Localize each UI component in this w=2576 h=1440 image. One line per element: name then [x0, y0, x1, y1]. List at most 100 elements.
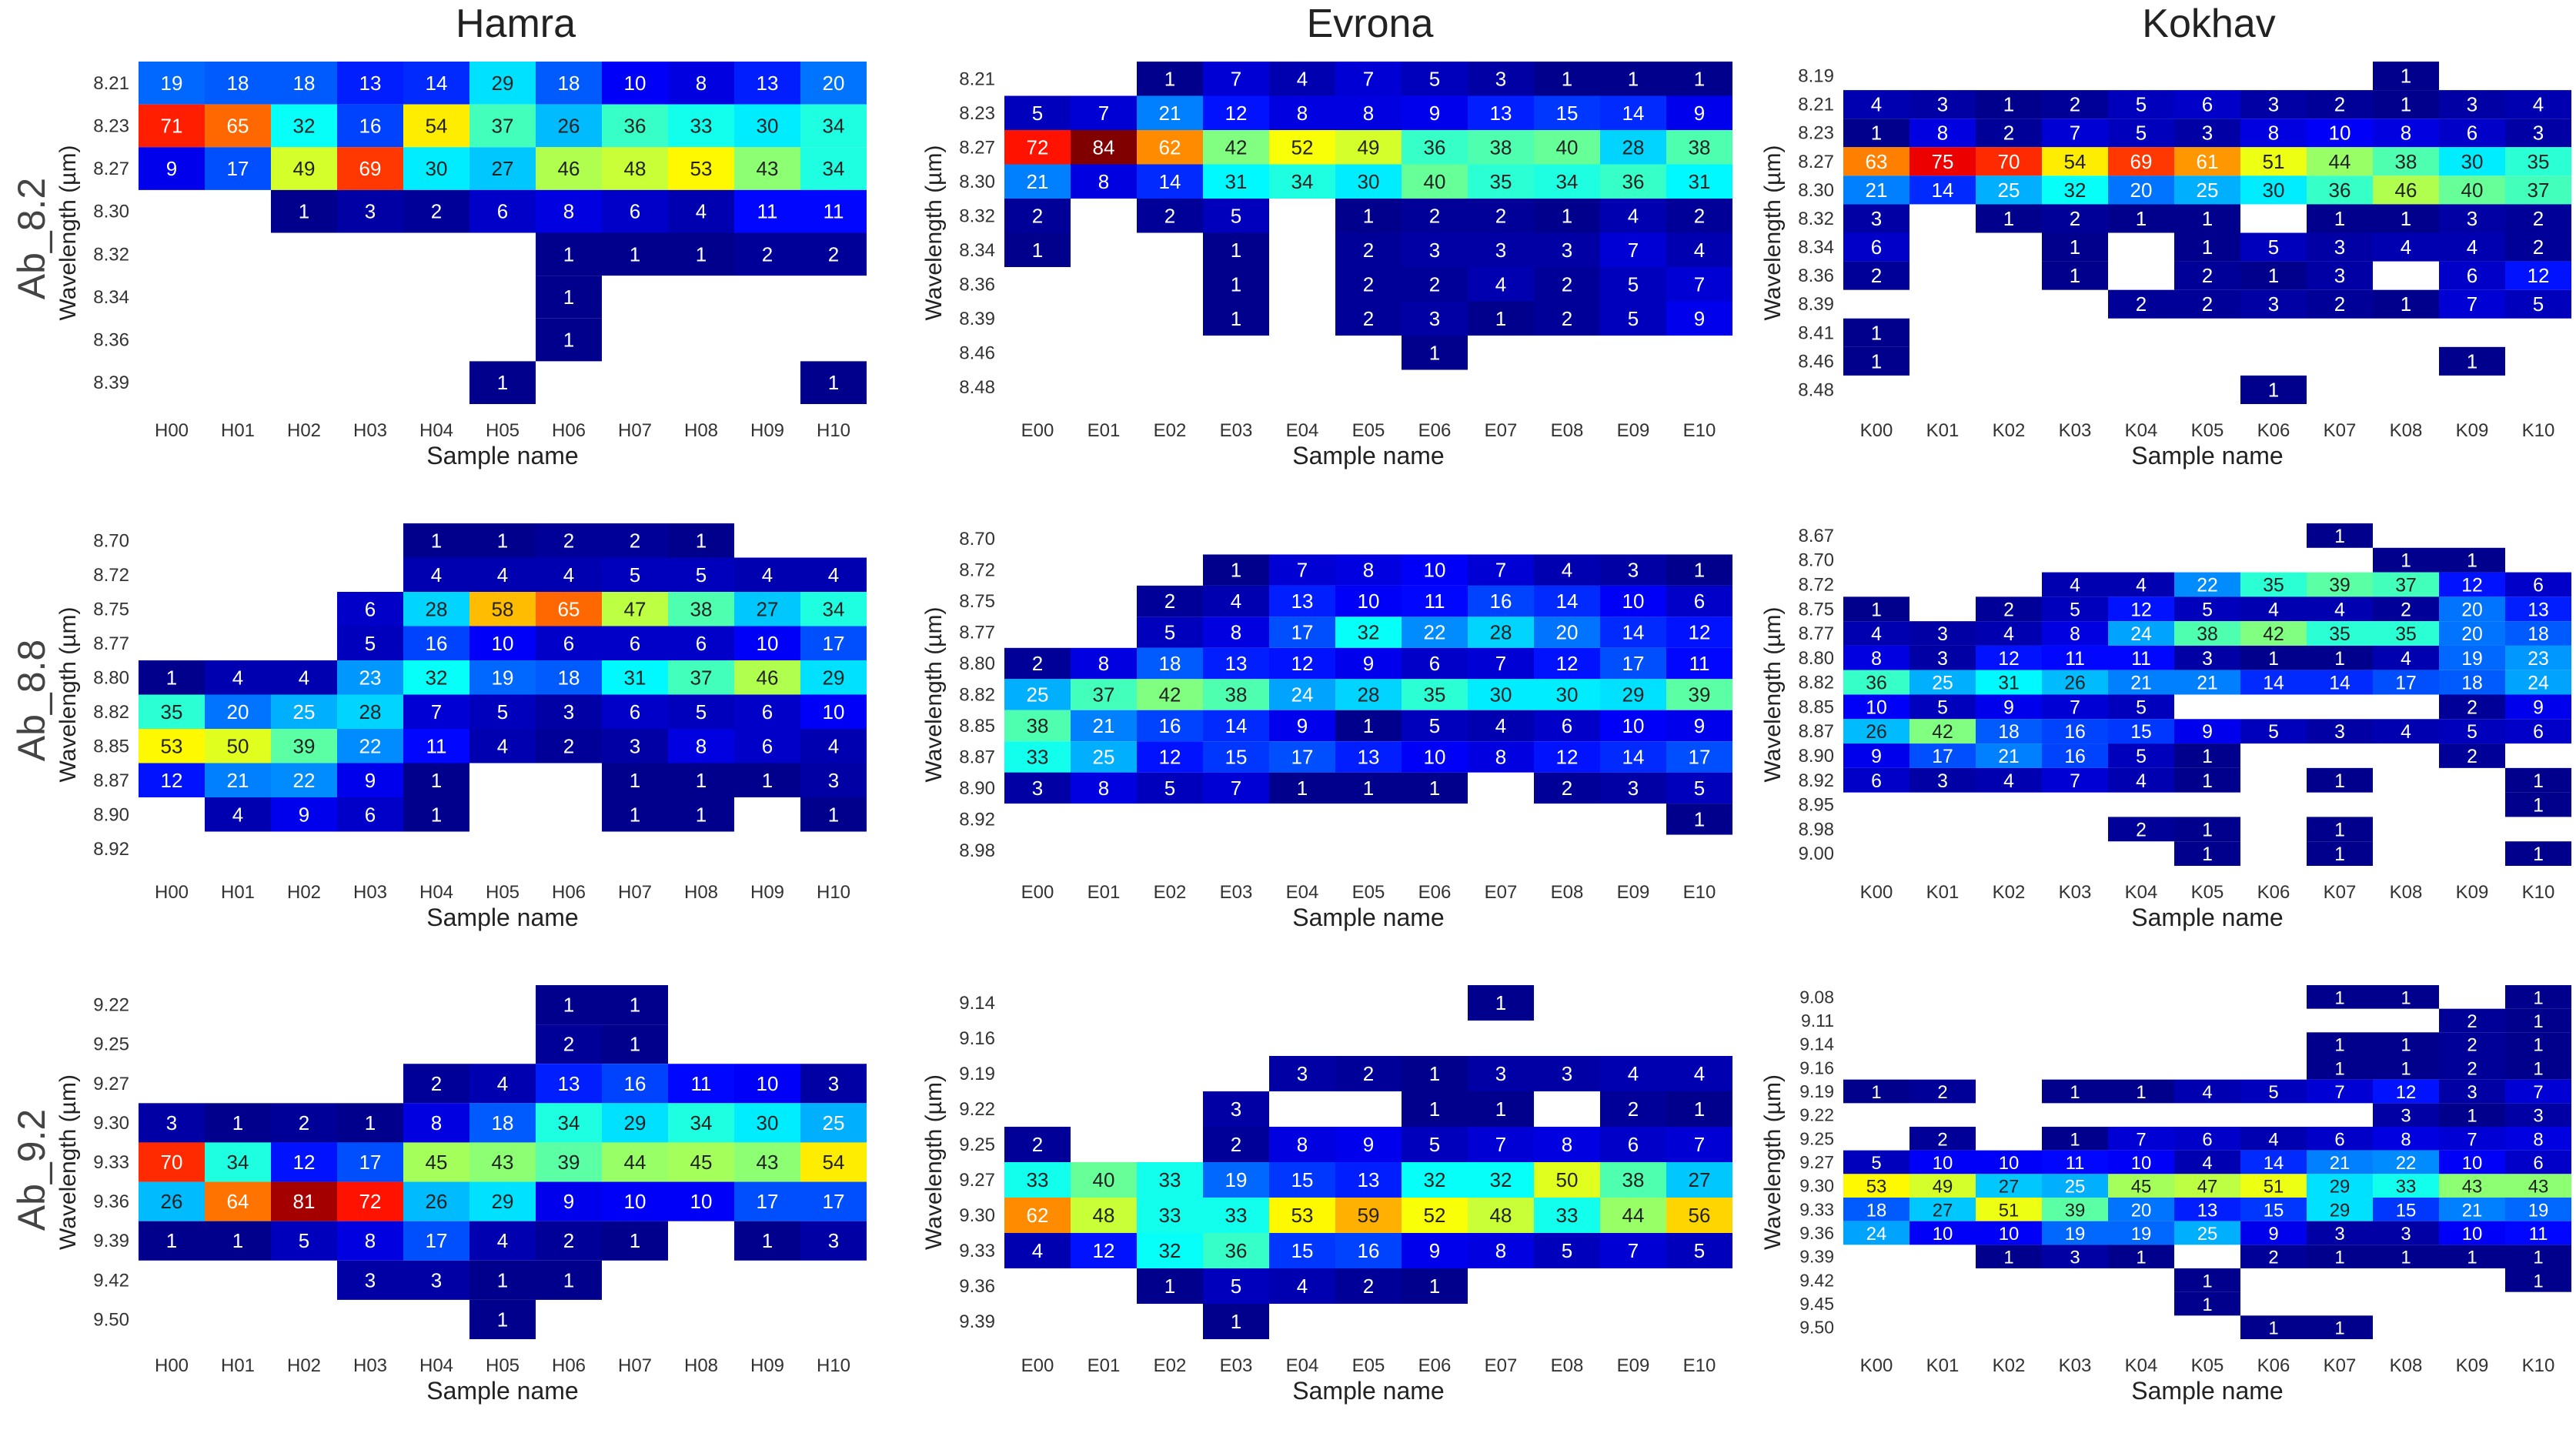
cell-value-label: 34 [823, 597, 845, 620]
cell-value-label: 30 [1490, 683, 1512, 707]
heatmap-cell [1843, 204, 1909, 233]
cell-value-label: 10 [1866, 697, 1887, 718]
cell-value-label: 5 [299, 1229, 309, 1252]
x-tick-label: E10 [1683, 882, 1716, 903]
heatmap-cell [1137, 1162, 1203, 1198]
cell-value-label: 5 [1231, 1275, 1241, 1298]
heatmap-cell [2505, 119, 2571, 148]
heatmap-cell [1843, 1150, 1909, 1174]
heatmap-cell [1843, 346, 1909, 376]
heatmap-cell [1600, 679, 1666, 710]
y-tick-label: 8.90 [959, 778, 995, 799]
cell-value-label: 2 [2533, 236, 2544, 259]
cell-value-label: 2 [563, 529, 574, 552]
heatmap-cell [536, 660, 602, 695]
heatmap-cell [2042, 767, 2108, 793]
cell-value-label: 5 [2136, 747, 2147, 767]
heatmap-cell [1468, 130, 1534, 165]
cell-value-label: 2 [1628, 1098, 1639, 1121]
heatmap-cell [2174, 1268, 2240, 1292]
heatmap-cell [602, 232, 668, 276]
heatmap-cell [734, 1181, 800, 1221]
heatmap-cell [2439, 346, 2505, 376]
heatmap-cell [2174, 645, 2240, 670]
cell-value-label: 10 [757, 1072, 779, 1095]
heatmap-kokhav-ab-8-2: 14 3 1 2 5 6 3 2 1 3 41 8 2 7 5 3 8 10 8 6 363 75 70 54 69 61 51 44… [1760, 62, 2571, 469]
cell-value-label: 3 [2401, 1224, 2411, 1245]
cell-value-label: 32 [2064, 179, 2087, 202]
heatmap-cell [2307, 621, 2373, 646]
x-tick-label: K04 [2125, 1355, 2158, 1376]
cell-value-label: 33 [1159, 1168, 1181, 1191]
heatmap-cell [2505, 767, 2571, 793]
cell-value-label: 8 [563, 200, 574, 223]
heatmap-cell [1534, 1233, 1600, 1268]
y-tick-label: 9.25 [1799, 1128, 1834, 1148]
cell-value-label: 22 [1424, 621, 1446, 644]
cell-value-label: 26 [161, 1190, 183, 1213]
y-tick-label: 9.42 [1799, 1270, 1834, 1290]
heatmap-cell [1534, 554, 1600, 586]
cell-value-label: 37 [1093, 683, 1115, 707]
heatmap-cell [2240, 1150, 2307, 1174]
cell-value-label: 33 [1556, 1204, 1579, 1227]
cell-value-label: 4 [497, 734, 508, 757]
cell-value-label: 1 [2401, 65, 2411, 88]
heatmap-cell [1843, 1079, 1909, 1104]
cell-value-label: 40 [1424, 170, 1446, 193]
heatmap-cell [2108, 767, 2174, 793]
heatmap-cell [1335, 267, 1402, 302]
cell-value-label: 17 [227, 157, 249, 180]
y-tick-label: 8.92 [93, 839, 129, 860]
cell-value-label: 27 [1999, 1177, 2020, 1198]
x-tick-label: E06 [1418, 1355, 1452, 1376]
cell-value-label: 9 [1363, 1133, 1374, 1156]
heatmap-cell [1909, 645, 1976, 670]
heatmap-cell [403, 523, 469, 558]
heatmap-cell [1004, 232, 1071, 267]
y-tick-label: 9.25 [93, 1034, 129, 1055]
cell-value-label: 27 [757, 597, 779, 620]
heatmap-cell [2240, 1127, 2307, 1151]
x-tick-label: H02 [287, 1355, 321, 1376]
heatmap-cell [734, 1221, 800, 1261]
heatmap-cell [2373, 62, 2439, 91]
y-tick-label: 8.75 [1799, 599, 1834, 620]
heatmap-cell [1335, 710, 1402, 742]
heatmap-cell [2174, 1127, 2240, 1151]
x-tick-label: K05 [2191, 1355, 2224, 1376]
x-tick-label: E03 [1220, 1355, 1253, 1376]
heatmap-cell [2174, 743, 2240, 768]
heatmap-cell [668, 104, 734, 148]
cell-value-label: 6 [365, 803, 376, 826]
heatmap-cell [668, 763, 734, 797]
heatmap-cell [337, 729, 403, 763]
y-tick-label: 8.70 [959, 529, 995, 550]
cell-value-label: 18 [227, 72, 249, 95]
cell-value-label: 1 [2467, 349, 2477, 373]
cell-value-label: 24 [1291, 683, 1314, 707]
y-tick-label: 8.72 [93, 565, 129, 586]
heatmap-cell [2042, 1127, 2108, 1151]
cell-value-label: 1 [630, 1033, 640, 1056]
cell-value-label: 39 [293, 734, 316, 757]
y-tick-label: 8.30 [93, 202, 129, 222]
heatmap-cell [1534, 1198, 1600, 1233]
x-tick-label: E10 [1683, 1355, 1716, 1376]
heatmap-cell [1909, 90, 1976, 119]
heatmap-cell [1666, 710, 1732, 742]
cell-value-label: 10 [624, 1190, 647, 1213]
cell-value-label: 1 [2202, 236, 2213, 259]
heatmap-cell [536, 694, 602, 729]
heatmap-cell [536, 189, 602, 233]
cell-value-label: 7 [1495, 1133, 1506, 1156]
cell-value-label: 2 [563, 1229, 574, 1252]
cell-value-label: 6 [2334, 1129, 2344, 1150]
cell-value-label: 7 [1628, 1239, 1639, 1262]
x-tick-label: H07 [618, 882, 652, 903]
cell-value-label: 70 [161, 1151, 183, 1174]
cell-value-label: 1 [1363, 204, 1374, 227]
cell-value-label: 5 [2467, 722, 2477, 743]
cell-value-label: 2 [1363, 1062, 1374, 1085]
heatmap-cell [2042, 204, 2108, 233]
